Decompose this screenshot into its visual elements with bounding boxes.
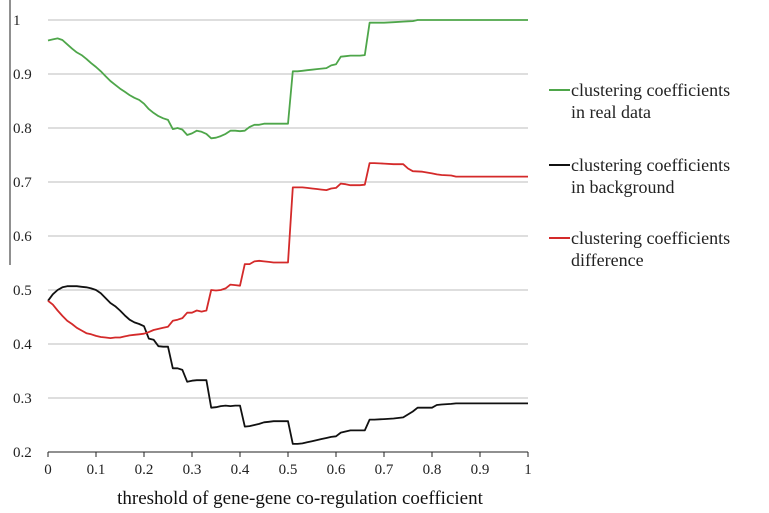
x-tick-label: 0.1 [87, 462, 106, 478]
legend-label: clustering coefficients [571, 155, 730, 175]
y-tick-label: 1 [13, 13, 21, 29]
y-tick-label: 0.2 [13, 445, 32, 461]
legend-label: in real data [571, 102, 651, 122]
x-tick-label: 0.9 [471, 462, 490, 478]
series-line [47, 19, 528, 140]
x-tick-label: 0.2 [135, 462, 154, 478]
legend-label: clustering coefficients [571, 80, 730, 100]
horizontal-gridlines [48, 19, 528, 399]
y-tick-label: 0.7 [13, 175, 32, 191]
x-tick-label: 0.6 [327, 462, 346, 478]
x-tick-label: 0 [44, 462, 52, 478]
x-axis-title: threshold of gene-gene co-regulation coe… [117, 488, 483, 509]
x-tick-label: 0.8 [423, 462, 442, 478]
legend-label: clustering coefficients [571, 228, 730, 248]
y-tick-label: 0.4 [13, 337, 32, 353]
x-tick-label: 1 [524, 462, 532, 478]
series-line [47, 285, 528, 445]
x-tick-label: 0.7 [375, 462, 394, 478]
series-line [47, 162, 528, 340]
x-tick-label: 0.4 [231, 462, 250, 478]
y-tick-label: 0.9 [13, 67, 32, 83]
y-tick-label: 0.6 [13, 229, 32, 245]
y-tick-labels: 0.2 0.3 0.4 0.5 0.6 0.7 0.8 0.9 1 [13, 13, 32, 461]
x-tick-labels: 0 0.1 0.2 0.3 0.4 0.5 0.6 0.7 0.8 0.9 1 [44, 452, 532, 478]
x-tick-label: 0.3 [183, 462, 202, 478]
series-lines [47, 19, 528, 445]
y-tick-label: 0.8 [13, 121, 32, 137]
legend-label: in background [571, 177, 674, 197]
y-tick-label: 0.5 [13, 283, 32, 299]
y-tick-label: 0.3 [13, 391, 32, 407]
legend-label: difference [571, 250, 644, 270]
x-tick-label: 0.5 [279, 462, 298, 478]
